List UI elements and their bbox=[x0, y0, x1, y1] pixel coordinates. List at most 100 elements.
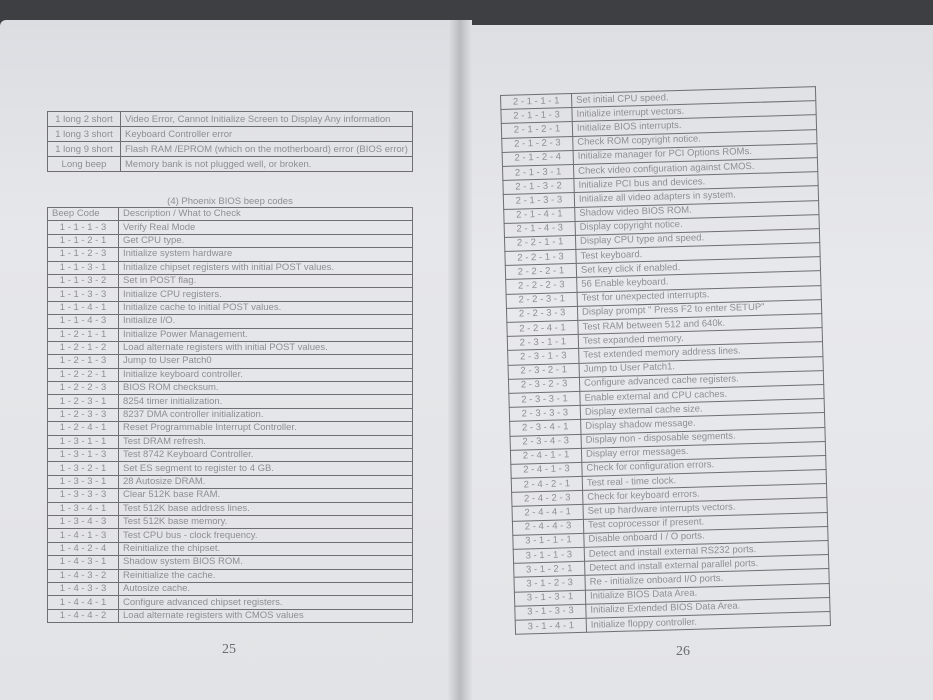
cell-desc: Reinitialize the chipset. bbox=[118, 541, 413, 557]
award-beep-table: 1 long 2 short Video Error, Cannot Initia… bbox=[47, 111, 413, 172]
table-row: 1 - 4 - 3 - 2 Reinitialize the cache. bbox=[47, 568, 413, 583]
cell-desc: Get CPU type. bbox=[118, 233, 413, 249]
cell-code: 1 - 1 - 2 - 3 bbox=[47, 247, 119, 262]
table-row: 1 - 3 - 3 - 1 28 Autosize DRAM. bbox=[47, 474, 413, 490]
cell-code: 1 - 4 - 3 - 1 bbox=[47, 555, 119, 570]
table-row: 1 - 4 - 4 - 1 Configure advanced chipset … bbox=[47, 595, 413, 610]
cell-code: 1 - 1 - 2 - 1 bbox=[47, 233, 119, 249]
cell-code: 1 - 1 - 3 - 1 bbox=[47, 260, 119, 275]
cell-code: Long beep bbox=[47, 156, 121, 172]
header-desc: Description / What to Check bbox=[118, 206, 413, 222]
table-row: 1 - 1 - 2 - 3 Initialize system hardware bbox=[47, 247, 413, 262]
cell-code: 1 - 2 - 3 - 1 bbox=[47, 394, 119, 409]
cell-desc: Memory bank is not plugged well, or brok… bbox=[120, 156, 413, 172]
cell-desc: Reset Programmable Interrupt Controller. bbox=[118, 421, 413, 436]
table-row: 1 - 1 - 4 - 1 Initialize cache to initial… bbox=[47, 300, 413, 316]
cell-code: 1 - 1 - 3 - 3 bbox=[47, 287, 119, 302]
cell-desc: Keyboard Controller error bbox=[120, 126, 413, 142]
right-page bbox=[462, 25, 933, 700]
table-row: 1 - 2 - 3 - 1 8254 timer initialization. bbox=[47, 394, 413, 409]
phoenix-beep-table-left: Beep Code Description / What to Check 1 … bbox=[47, 206, 413, 624]
page-number-right: 26 bbox=[676, 644, 690, 659]
cell-desc: Initialize CPU registers. bbox=[118, 287, 413, 302]
cell-code: 1 - 4 - 3 - 2 bbox=[47, 568, 119, 583]
cell-code: 1 - 2 - 2 - 1 bbox=[47, 367, 119, 383]
cell-desc: Clear 512K base RAM. bbox=[118, 488, 413, 503]
cell-desc: Test 512K base address lines. bbox=[118, 501, 413, 516]
cell-desc: Load alternate registers with initial PO… bbox=[118, 340, 413, 356]
table-row: 1 - 4 - 4 - 2 Load alternate registers wi… bbox=[47, 608, 413, 624]
table-row: 1 - 4 - 3 - 1 Shadow system BIOS ROM. bbox=[47, 555, 413, 570]
cell-desc: Initialize chipset registers with initia… bbox=[118, 260, 413, 275]
cell-code: 1 - 3 - 4 - 3 bbox=[47, 514, 119, 530]
cell-code: 1 - 1 - 4 - 3 bbox=[47, 314, 119, 329]
phoenix-beep-table-right: 2 - 1 - 1 - 1 Set initial CPU speed. 2 - 1… bbox=[500, 86, 831, 635]
cell-desc: Jump to User Patch0 bbox=[118, 354, 413, 369]
cell-desc: Reinitialize the cache. bbox=[118, 568, 413, 583]
cell-desc: Initialize Power Management. bbox=[118, 327, 413, 342]
cell-desc: 28 Autosize DRAM. bbox=[118, 474, 413, 490]
table-row: 1 - 3 - 4 - 1 Test 512K base address line… bbox=[47, 501, 413, 516]
cell-desc: Initialize system hardware bbox=[118, 247, 413, 262]
book-gutter bbox=[448, 20, 472, 700]
cell-code: 1 - 4 - 2 - 4 bbox=[47, 541, 119, 557]
cell-code: 1 - 2 - 3 - 3 bbox=[47, 407, 119, 423]
cell-code: 1 - 4 - 4 - 1 bbox=[47, 595, 119, 610]
table-row: Long beep Memory bank is not plugged well… bbox=[47, 156, 413, 172]
table-row: 1 - 1 - 4 - 3 Initialize I/O. bbox=[47, 314, 413, 329]
cell-code: 1 - 4 - 3 - 3 bbox=[47, 581, 119, 597]
cell-code: 1 - 2 - 2 - 3 bbox=[47, 381, 119, 396]
cell-desc: Shadow system BIOS ROM. bbox=[118, 555, 413, 570]
table-row: 1 long 9 short Flash RAM /EPROM (which on… bbox=[47, 141, 413, 157]
cell-code: 1 - 4 - 1 - 3 bbox=[47, 528, 119, 543]
cell-code: 1 - 3 - 2 - 1 bbox=[47, 461, 119, 476]
cell-desc: 8254 timer initialization. bbox=[118, 394, 413, 409]
table-row: 1 - 1 - 2 - 1 Get CPU type. bbox=[47, 233, 413, 249]
table-row: 1 - 4 - 3 - 3 Autosize cache. bbox=[47, 581, 413, 597]
cell-code: 1 - 3 - 3 - 3 bbox=[47, 488, 119, 503]
phoenix-caption: (4) Phoenix BIOS beep codes bbox=[167, 196, 293, 207]
table-row: 1 - 1 - 3 - 1 Initialize chipset register… bbox=[47, 260, 413, 275]
table-row: 1 - 2 - 1 - 1 Initialize Power Management… bbox=[47, 327, 413, 342]
cell-desc: Test DRAM refresh. bbox=[118, 434, 413, 450]
cell-code: 1 - 3 - 4 - 1 bbox=[47, 501, 119, 516]
table-header: Beep Code Description / What to Check bbox=[47, 206, 413, 222]
table-row: 1 - 1 - 3 - 3 Initialize CPU registers. bbox=[47, 287, 413, 302]
cell-desc: Configure advanced chipset registers. bbox=[118, 595, 413, 610]
cell-desc: Flash RAM /EPROM (which on the motherboa… bbox=[120, 141, 413, 157]
cell-code: 1 - 2 - 1 - 1 bbox=[47, 327, 119, 342]
cell-code: 1 - 3 - 1 - 1 bbox=[47, 434, 119, 450]
cell-desc: Autosize cache. bbox=[118, 581, 413, 597]
cell-code: 1 long 2 short bbox=[47, 111, 121, 127]
table-row: 1 - 3 - 4 - 3 Test 512K base memory. bbox=[47, 514, 413, 530]
cell-desc: Video Error, Cannot Initialize Screen to… bbox=[120, 111, 413, 127]
cell-desc: Set ES segment to register to 4 GB. bbox=[118, 461, 413, 476]
cell-code: 1 - 2 - 4 - 1 bbox=[47, 421, 119, 436]
cell-desc: Verify Real Mode bbox=[118, 220, 413, 235]
cell-code: 3 - 1 - 4 - 1 bbox=[515, 618, 587, 635]
table-row: 1 - 2 - 2 - 3 BIOS ROM checksum. bbox=[47, 381, 413, 396]
cell-code: 1 - 2 - 1 - 2 bbox=[47, 340, 119, 356]
cell-desc: 8237 DMA controller initialization. bbox=[118, 407, 413, 423]
cell-code: 1 long 9 short bbox=[47, 141, 121, 157]
cell-code: 1 - 1 - 1 - 3 bbox=[47, 220, 119, 235]
table-row: 1 - 1 - 3 - 2 Set in POST flag. bbox=[47, 273, 413, 289]
cell-code: 1 - 2 - 1 - 3 bbox=[47, 354, 119, 369]
cell-desc: Initialize cache to initial POST values. bbox=[118, 300, 413, 316]
table-row: 1 - 4 - 1 - 3 Test CPU bus - clock freque… bbox=[47, 528, 413, 543]
table-row: 1 - 3 - 1 - 1 Test DRAM refresh. bbox=[47, 434, 413, 450]
cell-code: 1 - 1 - 3 - 2 bbox=[47, 273, 119, 289]
page-number-left: 25 bbox=[222, 642, 236, 657]
table-row: 1 - 1 - 1 - 3 Verify Real Mode bbox=[47, 220, 413, 235]
cell-desc: Initialize I/O. bbox=[118, 314, 413, 329]
table-row: 1 - 2 - 1 - 2 Load alternate registers wi… bbox=[47, 340, 413, 356]
table-row: 1 - 4 - 2 - 4 Reinitialize the chipset. bbox=[47, 541, 413, 557]
table-row: 1 long 2 short Video Error, Cannot Initia… bbox=[47, 111, 413, 127]
table-row: 1 - 2 - 1 - 3 Jump to User Patch0 bbox=[47, 354, 413, 369]
cell-code: 1 - 1 - 4 - 1 bbox=[47, 300, 119, 316]
cell-code: 1 - 3 - 3 - 1 bbox=[47, 474, 119, 490]
table-row: 1 - 2 - 2 - 1 Initialize keyboard control… bbox=[47, 367, 413, 383]
table-row: 1 - 2 - 3 - 3 8237 DMA controller initial… bbox=[47, 407, 413, 423]
cell-code: 1 long 3 short bbox=[47, 126, 121, 142]
table-row: 1 - 3 - 2 - 1 Set ES segment to register … bbox=[47, 461, 413, 476]
